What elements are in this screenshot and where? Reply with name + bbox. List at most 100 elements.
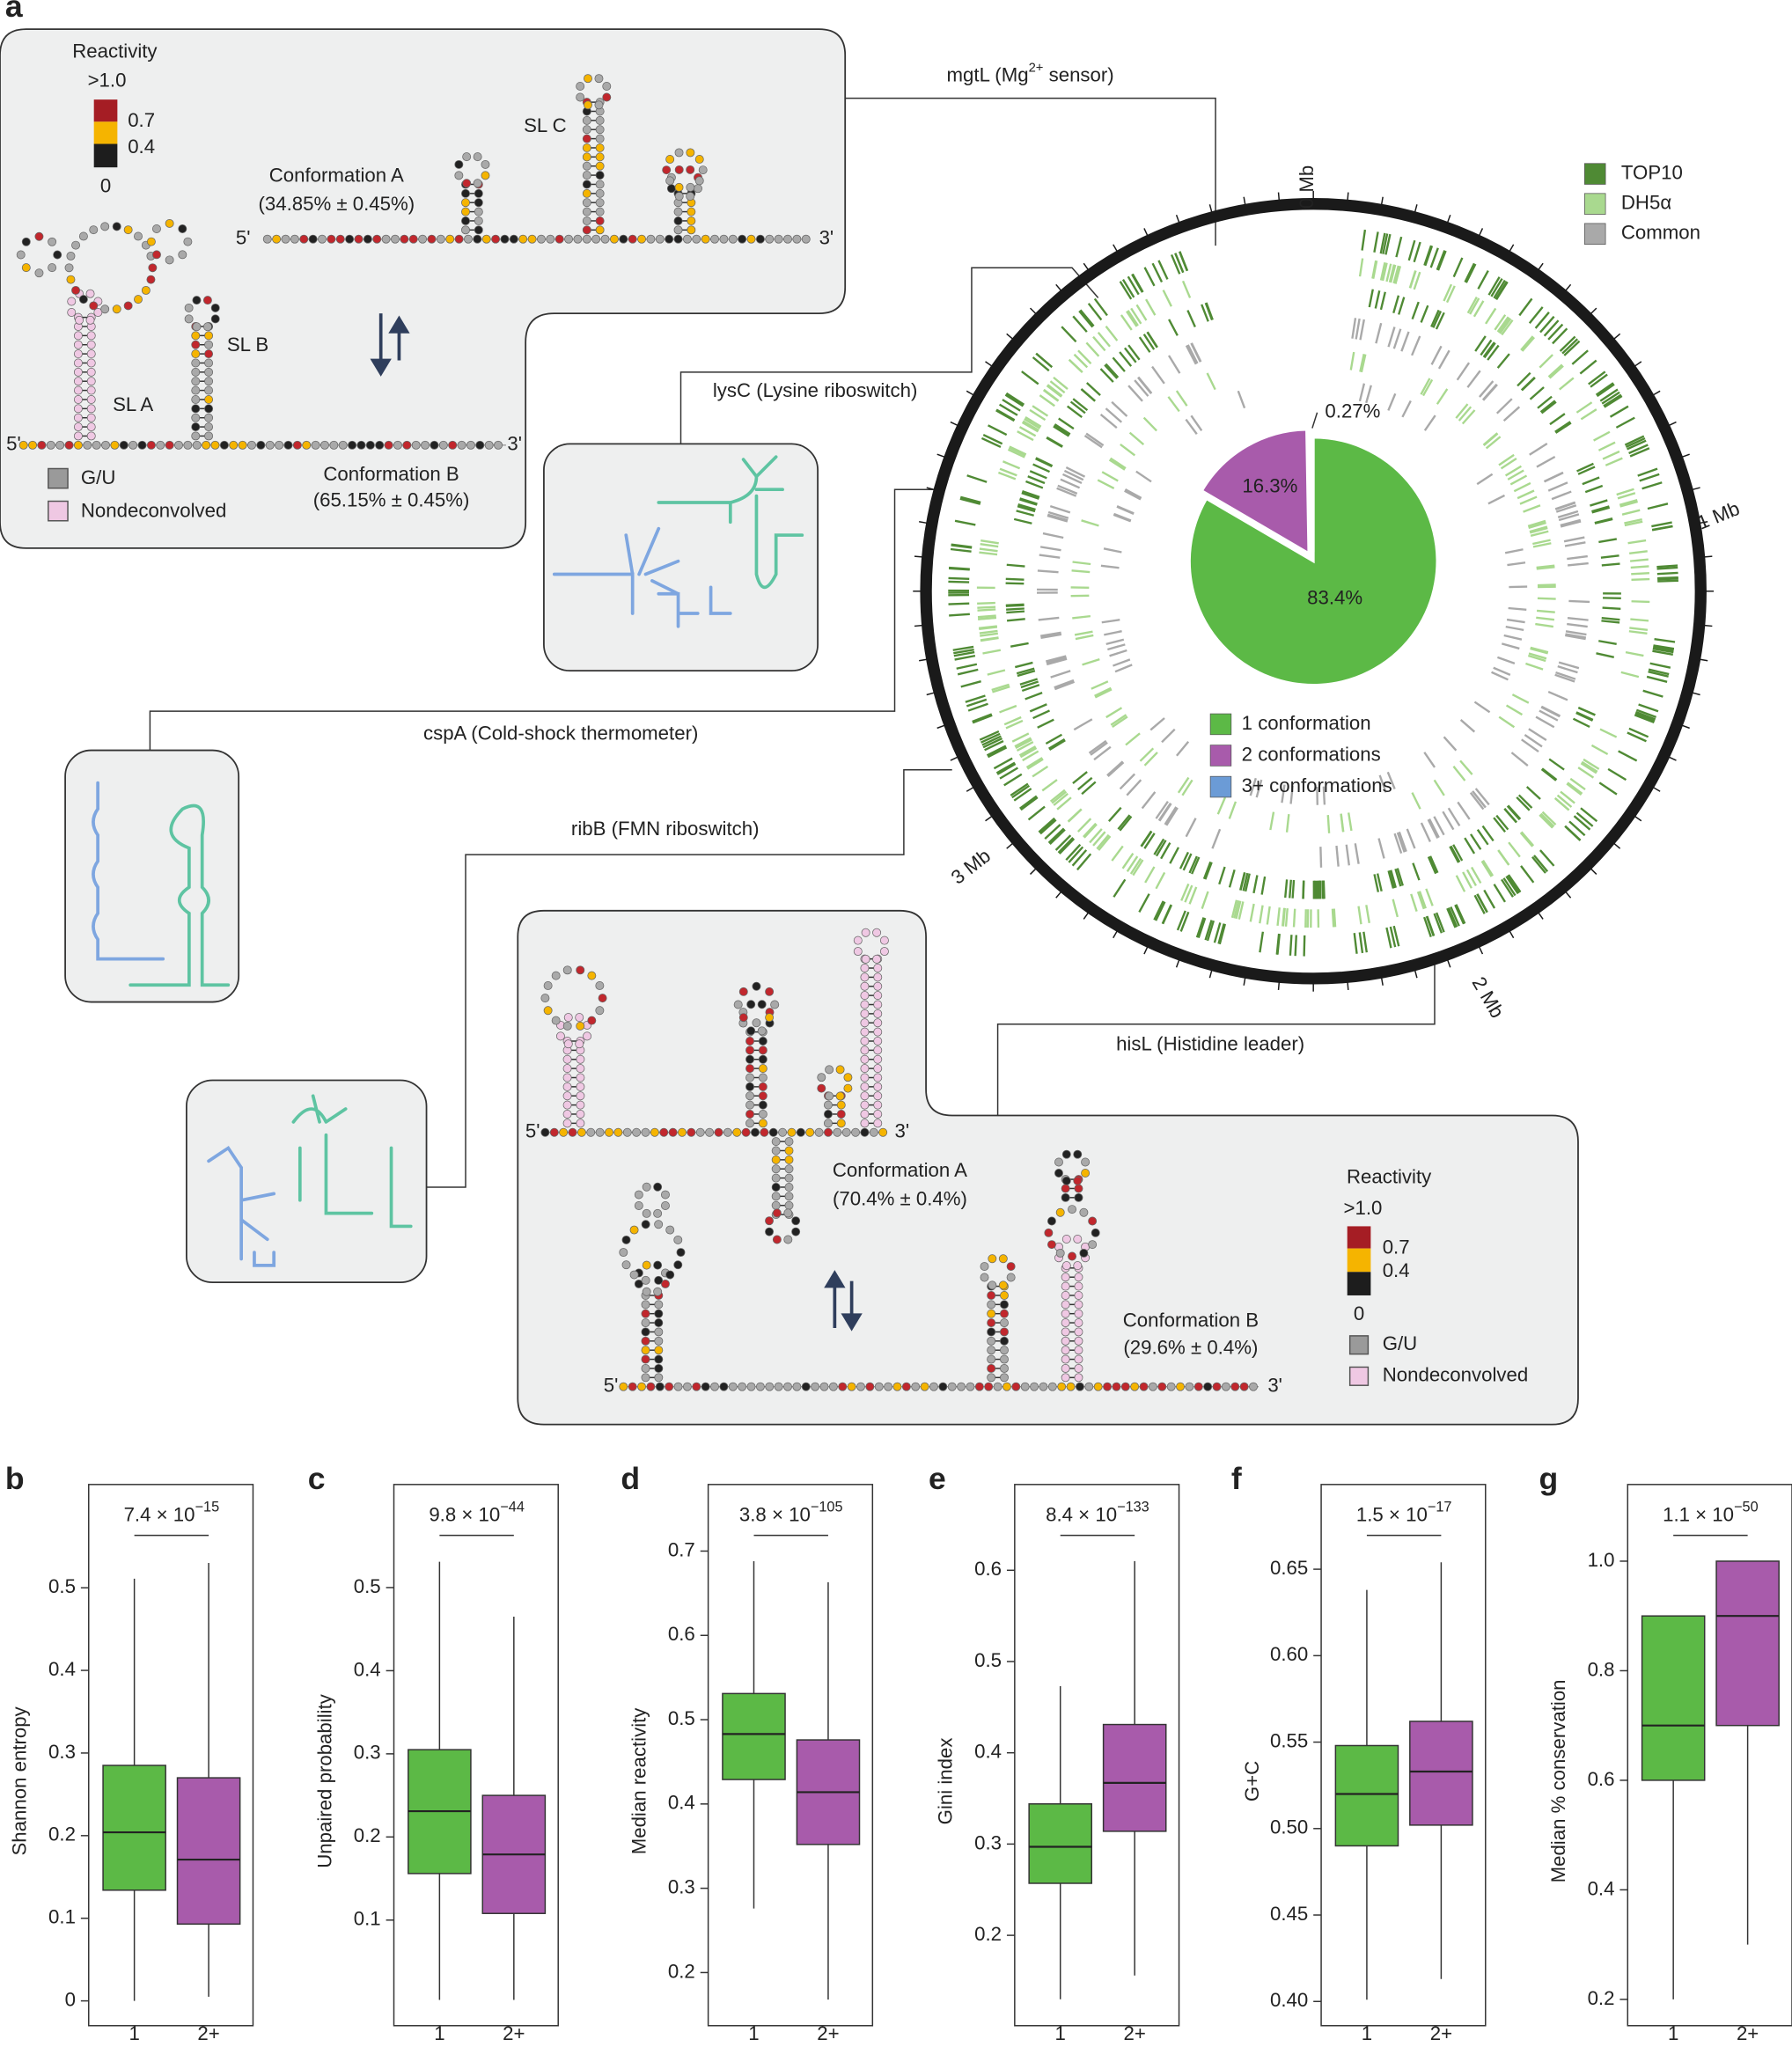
nucleotide [1212,1382,1222,1391]
nucleotide [1061,1235,1071,1244]
nucleotide [665,234,674,244]
genome-track-bar [1430,345,1443,365]
x-tick-label: 1 [434,2022,444,2044]
genome-track-bar [1085,432,1105,447]
genome-track-bar [1112,715,1128,728]
nucleotide [865,1382,875,1391]
genome-track-bar [1575,711,1594,722]
nucleotide [1000,1363,1009,1373]
nucleotide [165,218,174,228]
genome-track-bar [1113,878,1127,898]
genome-track-bar [1017,430,1034,442]
nucleotide [146,440,156,450]
genome-track-bar [1139,747,1155,762]
nucleotide [146,275,156,284]
x-tick-label: 1 [748,2022,759,2044]
genome-track-bar [1121,853,1135,869]
nucleotide [587,971,597,980]
genome-track-bar [1126,855,1139,872]
nucleotide [562,1082,572,1091]
nucleotide [1068,1251,1077,1261]
genome-track-bar [1282,907,1286,927]
genome-track-bar [995,408,1016,422]
nucleotide [1230,1382,1240,1391]
genome-track-bar [987,745,1007,757]
nucleotide [738,1013,748,1023]
scale-label: 0.4 [1383,1259,1410,1281]
genome-track-bar [1392,328,1402,349]
genome-track-bar [1019,678,1039,686]
box [1715,1560,1780,1727]
nucleotide [573,234,583,244]
genome-track-bar [1410,893,1418,912]
nucleotide [1074,1281,1083,1291]
nucleotide [642,1182,651,1192]
p-value: 1.5 × 10−17 [1356,1500,1452,1525]
nucleotide [666,184,676,194]
genome-track-bar [1378,774,1387,793]
nucleotide [705,1127,715,1137]
genome-ring-tick [1669,421,1677,426]
nucleotide [701,234,710,244]
end-label: 5' [6,433,21,455]
genome-track-bar [1601,617,1620,621]
genome-track-bar [1635,710,1656,721]
nucleotide [784,1173,794,1183]
genome-track-bar [1392,265,1399,284]
genome-track-bar [1648,671,1669,678]
genome-track-bar [1056,487,1077,497]
nucleotide [1081,1157,1091,1167]
nucleotide [1061,1184,1070,1193]
genome-track-bar [1420,378,1431,395]
nucleotide [860,1073,870,1082]
y-tick-label: 0.1 [354,1908,381,1930]
nucleotide [1068,1205,1077,1214]
genome-track-bar [1037,718,1054,729]
genome-track-bar [1072,771,1088,784]
nucleotide [73,422,83,432]
genome-track-bar [1450,906,1460,927]
genome-track-bar [1507,804,1522,820]
genome-track-bar [1104,363,1119,379]
genome-track-bar [1184,884,1193,903]
genome-track-bar [1390,869,1397,889]
genome-track-bar [1413,241,1421,263]
genome-track-bar [1142,334,1156,350]
genome-track-bar [1558,661,1580,670]
nucleotide [641,1127,650,1137]
nucleotide [551,1016,561,1025]
genome-ring-tick [1700,658,1708,662]
genome-track-bar [1035,457,1054,467]
nucleotide [576,1110,585,1119]
genome-track-bar [1569,777,1586,791]
nucleotide [100,304,110,314]
genome-track-bar [1365,385,1372,404]
genome-track-bar [1303,935,1306,957]
nucleotide [34,231,44,241]
nucleotide [86,413,96,422]
nucleotide [48,263,57,273]
nucleotide [692,1382,701,1391]
y-tick-label: 0.5 [354,1575,381,1597]
nucleotide [210,303,220,312]
nucleotide [628,234,637,244]
nucleotide [595,143,605,152]
genome-track-bar [1292,908,1296,928]
genome-ring-tick [1653,390,1661,396]
nucleotide [543,980,553,990]
nucleotide [584,100,592,110]
genome-track-bar [1249,903,1255,922]
genome-track-bar [1204,862,1213,880]
nucleotide [745,1091,755,1101]
genome-track-bar [1657,577,1678,581]
genome-track-bar [1167,396,1180,413]
genome-track-bar [1016,510,1034,517]
genome-track-bar [999,767,1018,780]
nucleotide [1006,1262,1016,1272]
nucleotide [660,1190,670,1200]
genome-track-bar [1024,418,1041,429]
nucleotide [805,1127,815,1137]
nucleotide [732,1127,742,1137]
nucleotide [692,234,701,244]
